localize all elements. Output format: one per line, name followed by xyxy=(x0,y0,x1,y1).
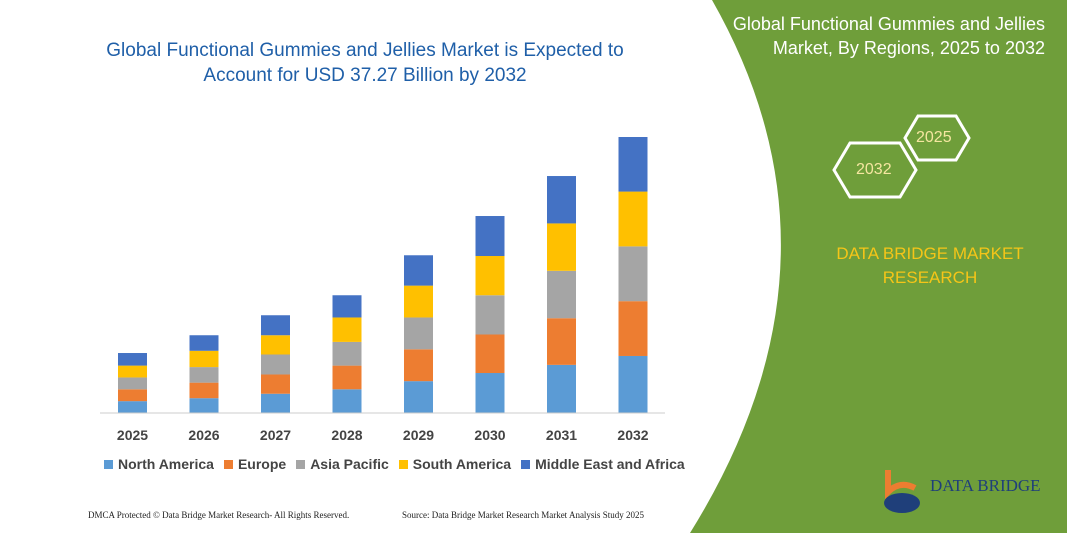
logo-icon xyxy=(884,470,920,513)
chart-title: Global Functional Gummies and Jellies Ma… xyxy=(106,40,624,86)
legend-item: Middle East and Africa xyxy=(521,456,685,472)
logo-text: DATA BRIDGE xyxy=(930,476,1041,495)
hexagon-2032 xyxy=(832,141,918,199)
legend-swatch xyxy=(521,460,531,469)
bar-2028-north-america xyxy=(332,389,362,413)
bar-2030-south-america xyxy=(475,256,505,296)
legend-item: North America xyxy=(104,456,214,472)
bar-2030-europe xyxy=(475,334,505,374)
x-tick-label: 2030 xyxy=(474,427,505,443)
bar-2027-north-america xyxy=(261,393,290,413)
bar-2031-north-america xyxy=(547,364,576,413)
brand-text: DATA BRIDGE MARKET RESEARCH xyxy=(836,244,1024,287)
bar-2029-europe xyxy=(404,349,433,382)
legend-swatch xyxy=(296,460,306,469)
legend-label: South America xyxy=(412,456,512,472)
bar-2029-middle-east-and-africa xyxy=(404,255,433,286)
legend-swatch xyxy=(223,460,233,469)
bar-2032-europe xyxy=(618,301,648,356)
bar-2025-asia-pacific xyxy=(118,377,147,390)
bar-2026-north-america xyxy=(189,398,219,413)
bar-2028-europe xyxy=(332,365,362,390)
bar-2025-north-america xyxy=(118,401,147,413)
legend-label: Asia Pacific xyxy=(310,456,389,472)
bar-2029-north-america xyxy=(404,381,433,413)
x-tick-label: 2026 xyxy=(188,427,219,443)
bar-2030-asia-pacific xyxy=(475,295,505,335)
bar-2027-south-america xyxy=(261,335,290,355)
x-tick-label: 2025 xyxy=(117,427,148,443)
bar-2026-middle-east-and-africa xyxy=(189,335,219,351)
bar-2032-asia-pacific xyxy=(618,246,648,302)
bar-2027-middle-east-and-africa xyxy=(261,315,290,336)
green-panel xyxy=(690,0,1067,533)
x-tick-label: 2032 xyxy=(617,427,648,443)
bar-2026-asia-pacific xyxy=(189,367,219,383)
hex-label-2025: 2025 xyxy=(916,129,952,146)
bar-2032-middle-east-and-africa xyxy=(618,137,648,192)
bar-2032-north-america xyxy=(618,355,648,413)
footer-source: Source: Data Bridge Market Research Mark… xyxy=(402,510,644,520)
bar-2027-europe xyxy=(261,374,290,394)
bar-2031-asia-pacific xyxy=(547,270,576,319)
side-title: Global Functional Gummies and Jellies Ma… xyxy=(732,14,1045,58)
bar-2028-south-america xyxy=(332,317,362,342)
bar-2028-middle-east-and-africa xyxy=(332,295,362,318)
legend-label: North America xyxy=(118,456,214,472)
x-tick-label: 2027 xyxy=(260,427,291,443)
legend: North America Europe Asia Pacific South Ame… xyxy=(104,456,685,472)
legend-swatch xyxy=(398,460,408,469)
legend-item: South America xyxy=(398,456,512,472)
hex-label-2032: 2032 xyxy=(856,161,892,178)
bar-2025-europe xyxy=(118,389,147,402)
legend-label: Europe xyxy=(237,456,287,472)
bar-2029-south-america xyxy=(404,285,433,318)
hexagon-2025 xyxy=(903,114,971,162)
bar-2030-north-america xyxy=(475,373,505,413)
bar-2028-asia-pacific xyxy=(332,341,362,366)
legend-item: Asia Pacific xyxy=(296,456,389,472)
bar-chart xyxy=(118,137,648,413)
bar-2026-europe xyxy=(189,382,219,399)
bar-2031-europe xyxy=(547,318,576,365)
x-tick-label: 2029 xyxy=(403,427,434,443)
bar-2025-south-america xyxy=(118,365,147,378)
bar-2025-middle-east-and-africa xyxy=(118,353,147,366)
bar-2031-south-america xyxy=(547,223,576,271)
footer-copyright: DMCA Protected © Data Bridge Market Rese… xyxy=(88,510,350,520)
bar-2032-south-america xyxy=(618,191,648,247)
bar-2031-middle-east-and-africa xyxy=(547,176,576,224)
legend-label: Middle East and Africa xyxy=(535,456,685,472)
x-tick-label: 2031 xyxy=(546,427,577,443)
legend-item: Europe xyxy=(223,456,287,472)
bar-2026-south-america xyxy=(189,350,219,368)
bar-2030-middle-east-and-africa xyxy=(475,216,505,257)
bar-2029-asia-pacific xyxy=(404,317,433,350)
legend-swatch xyxy=(104,460,113,469)
x-tick-label: 2028 xyxy=(331,427,362,443)
bar-2027-asia-pacific xyxy=(261,354,290,375)
